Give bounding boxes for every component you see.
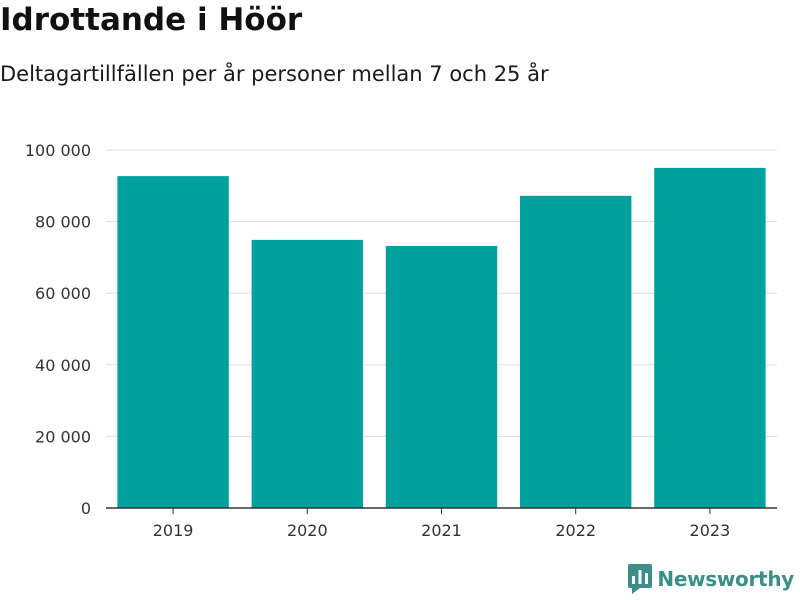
x-tick-label: 2019 [153,521,194,540]
y-tick-label: 60 000 [35,284,91,303]
y-tick-label: 80 000 [35,213,91,232]
x-tick-label: 2023 [690,521,731,540]
y-tick-label: 0 [81,499,91,518]
chart-title: Idrottande i Höör [0,2,303,38]
x-axis-tick-labels: 2019 2020 2021 2022 2023 [153,508,731,540]
y-tick-label: 100 000 [25,141,91,160]
bar-2021 [385,245,498,508]
newsworthy-logo-icon [628,564,653,594]
bars [117,167,766,508]
bar-2019 [117,176,229,508]
x-tick-label: 2021 [421,521,462,540]
chart-subtitle: Deltagartillfällen per år personer mella… [0,62,549,86]
bar-2020 [251,239,363,508]
y-axis-tick-labels: 0 20 000 40 000 60 000 80 000 100 000 [25,141,91,518]
x-tick-label: 2020 [287,521,328,540]
x-tick-label: 2022 [555,521,596,540]
brand-name: Newsworthy [657,567,794,591]
bar-2023 [654,167,766,508]
y-tick-label: 20 000 [35,427,91,446]
y-tick-label: 40 000 [35,356,91,375]
brand-logo: Newsworthy [628,564,794,594]
bar-2022 [520,195,632,508]
